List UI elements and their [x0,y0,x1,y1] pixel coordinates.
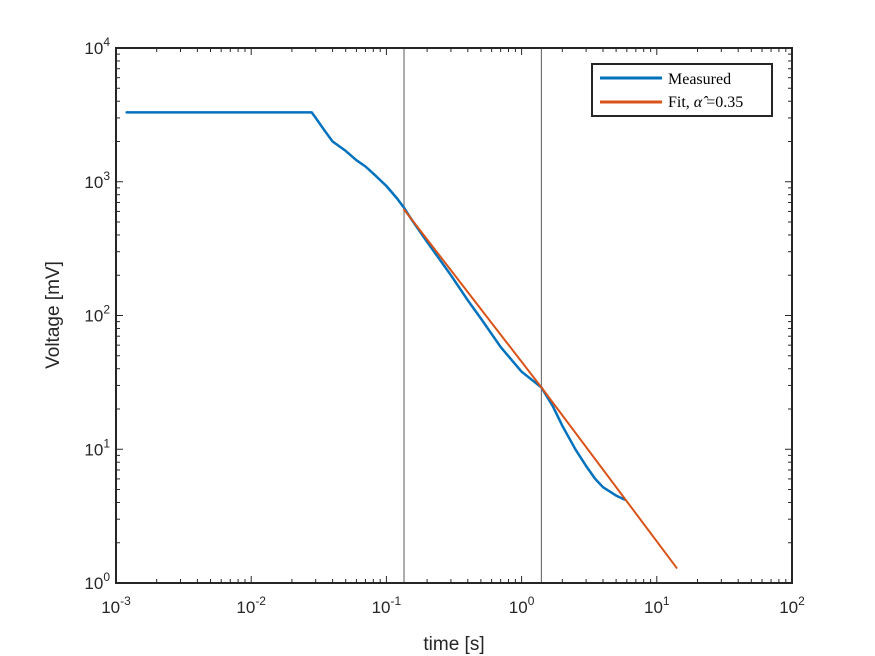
y-tick-labels: 100 101 102 103 104 [84,35,110,593]
y-tick-label: 102 [84,303,110,326]
x-tick-label: 102 [779,594,805,617]
legend-label-measured: Measured [668,71,731,88]
legend-box [591,63,773,117]
y-axis-label: Voltage [mV] [43,261,64,369]
x-tick-label: 10-3 [101,594,131,617]
y-tick-label: 103 [84,169,110,192]
x-tick-label: 10-2 [236,594,266,617]
series-line-fit [403,208,678,569]
x-tick-label: 101 [644,594,670,617]
x-tick-label: 100 [509,594,535,617]
y-tick-label: 100 [84,570,110,593]
vertical-markers [403,48,542,583]
x-tick-labels: 10-3 10-2 10-1 100 101 102 [101,594,805,617]
axis-ticks [116,48,792,583]
x-axis-label: time [s] [423,634,484,655]
x-tick-label: 10-1 [372,594,402,617]
legend-label-fit: Fit, α̂ =0.35 [668,94,743,111]
legend: Measured Fit, α̂ =0.35 [591,63,773,117]
legend-fit-suffix: =0.35 [702,94,743,111]
series-layer [125,111,678,569]
y-tick-label: 101 [84,436,110,459]
plot-area [116,48,792,583]
y-tick-label: 104 [84,35,110,58]
legend-fit-prefix: Fit, [668,94,694,111]
